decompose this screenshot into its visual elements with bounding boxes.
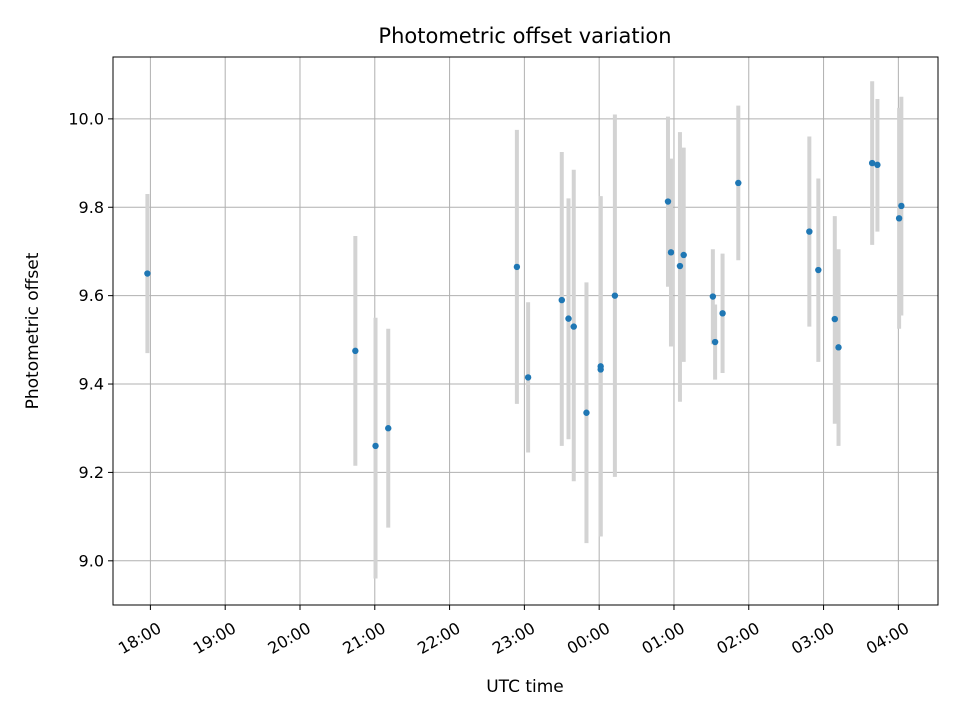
chart-title: Photometric offset variation — [378, 24, 671, 48]
y-tick-label: 9.0 — [79, 551, 104, 570]
x-axis-label: UTC time — [486, 677, 564, 697]
data-point — [868, 159, 876, 167]
y-axis-ticks: 9.0 9.2 9.4 9.6 9.8 10.0 — [68, 109, 113, 570]
data-point — [709, 293, 717, 300]
data-point — [711, 338, 719, 346]
y-tick-label: 9.8 — [79, 198, 104, 217]
data-point — [898, 202, 905, 210]
data-point — [676, 262, 684, 270]
y-tick-label: 9.4 — [79, 375, 104, 394]
data-point — [664, 198, 672, 205]
data-point — [352, 347, 359, 355]
data-point — [558, 296, 565, 304]
data-point — [806, 228, 813, 235]
data-point — [524, 374, 532, 381]
data-point — [719, 310, 726, 317]
data-point — [815, 266, 822, 274]
data-point — [513, 263, 521, 271]
data-point — [144, 270, 151, 277]
data-point — [583, 409, 590, 416]
data-point — [565, 315, 572, 322]
data-point — [667, 249, 675, 256]
data-point — [570, 323, 577, 330]
plot-frame — [112, 56, 939, 606]
y-axis-label: Photometric offset — [23, 252, 43, 409]
data-point — [680, 251, 687, 259]
data-point — [385, 425, 392, 432]
data-point — [831, 315, 838, 323]
data-points — [144, 159, 905, 450]
data-point — [735, 179, 742, 187]
y-tick-label: 9.6 — [79, 286, 104, 305]
data-point — [835, 344, 842, 351]
data-point — [372, 442, 379, 450]
y-tick-label: 9.2 — [79, 463, 104, 482]
data-point — [611, 292, 619, 299]
data-point — [597, 366, 604, 373]
y-tick-label: 10.0 — [68, 109, 104, 128]
data-point — [895, 215, 903, 222]
data-point — [874, 161, 881, 169]
